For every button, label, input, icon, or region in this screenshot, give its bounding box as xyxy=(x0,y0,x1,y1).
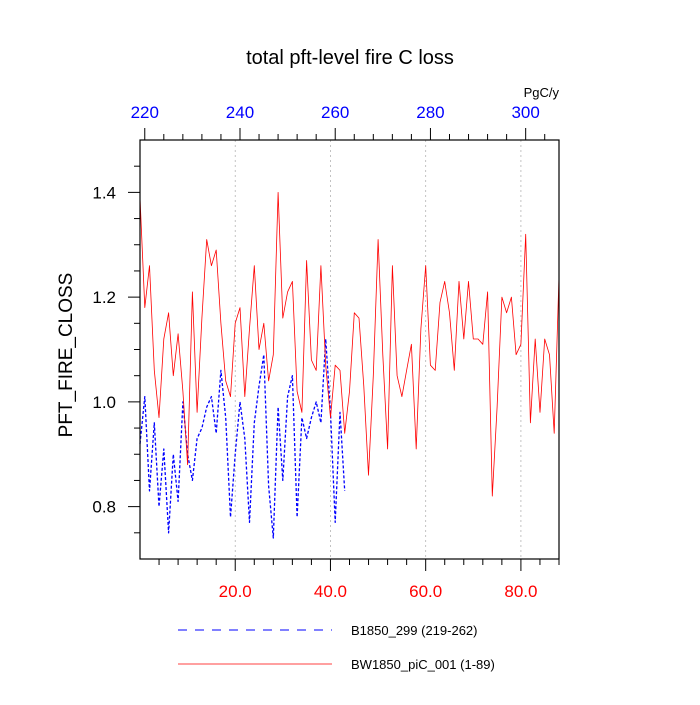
x-top-tick-label: 280 xyxy=(416,103,444,122)
series-line-0 xyxy=(139,338,346,539)
y-tick-label: 1.4 xyxy=(92,183,116,202)
units-label: PgC/y xyxy=(524,85,560,100)
x-tick-label: 20.0 xyxy=(219,582,252,601)
x-top-tick-label: 220 xyxy=(131,103,159,122)
x-top-tick-label: 300 xyxy=(511,103,539,122)
y-tick-label: 0.8 xyxy=(92,498,116,517)
y-axis-label: PFT_FIRE_CLOSS xyxy=(56,273,77,438)
x-top-tick-label: 260 xyxy=(321,103,349,122)
series-line-1 xyxy=(139,191,560,497)
x-top-tick-label: 240 xyxy=(226,103,254,122)
x-tick-label: 80.0 xyxy=(504,582,537,601)
x-tick-label: 60.0 xyxy=(409,582,442,601)
series-lines xyxy=(139,191,560,539)
legend: B1850_299 (219-262) BW1850_piC_001 (1-89… xyxy=(178,623,495,672)
y-tick-label: 1.0 xyxy=(92,393,116,412)
legend-label-b1850: B1850_299 (219-262) xyxy=(351,623,478,638)
legend-label-bw1850: BW1850_piC_001 (1-89) xyxy=(351,657,495,672)
tick-labels: 20.0 40.0 60.0 80.0 220 240 260 280 300 0.8 1.0 1.2… xyxy=(92,103,539,601)
y-tick-label: 1.2 xyxy=(92,288,116,307)
plot-frame xyxy=(139,139,560,560)
x-tick-label: 40.0 xyxy=(314,582,347,601)
chart-title: total pft-level fire C loss xyxy=(246,47,454,69)
axis-ticks xyxy=(128,128,560,571)
